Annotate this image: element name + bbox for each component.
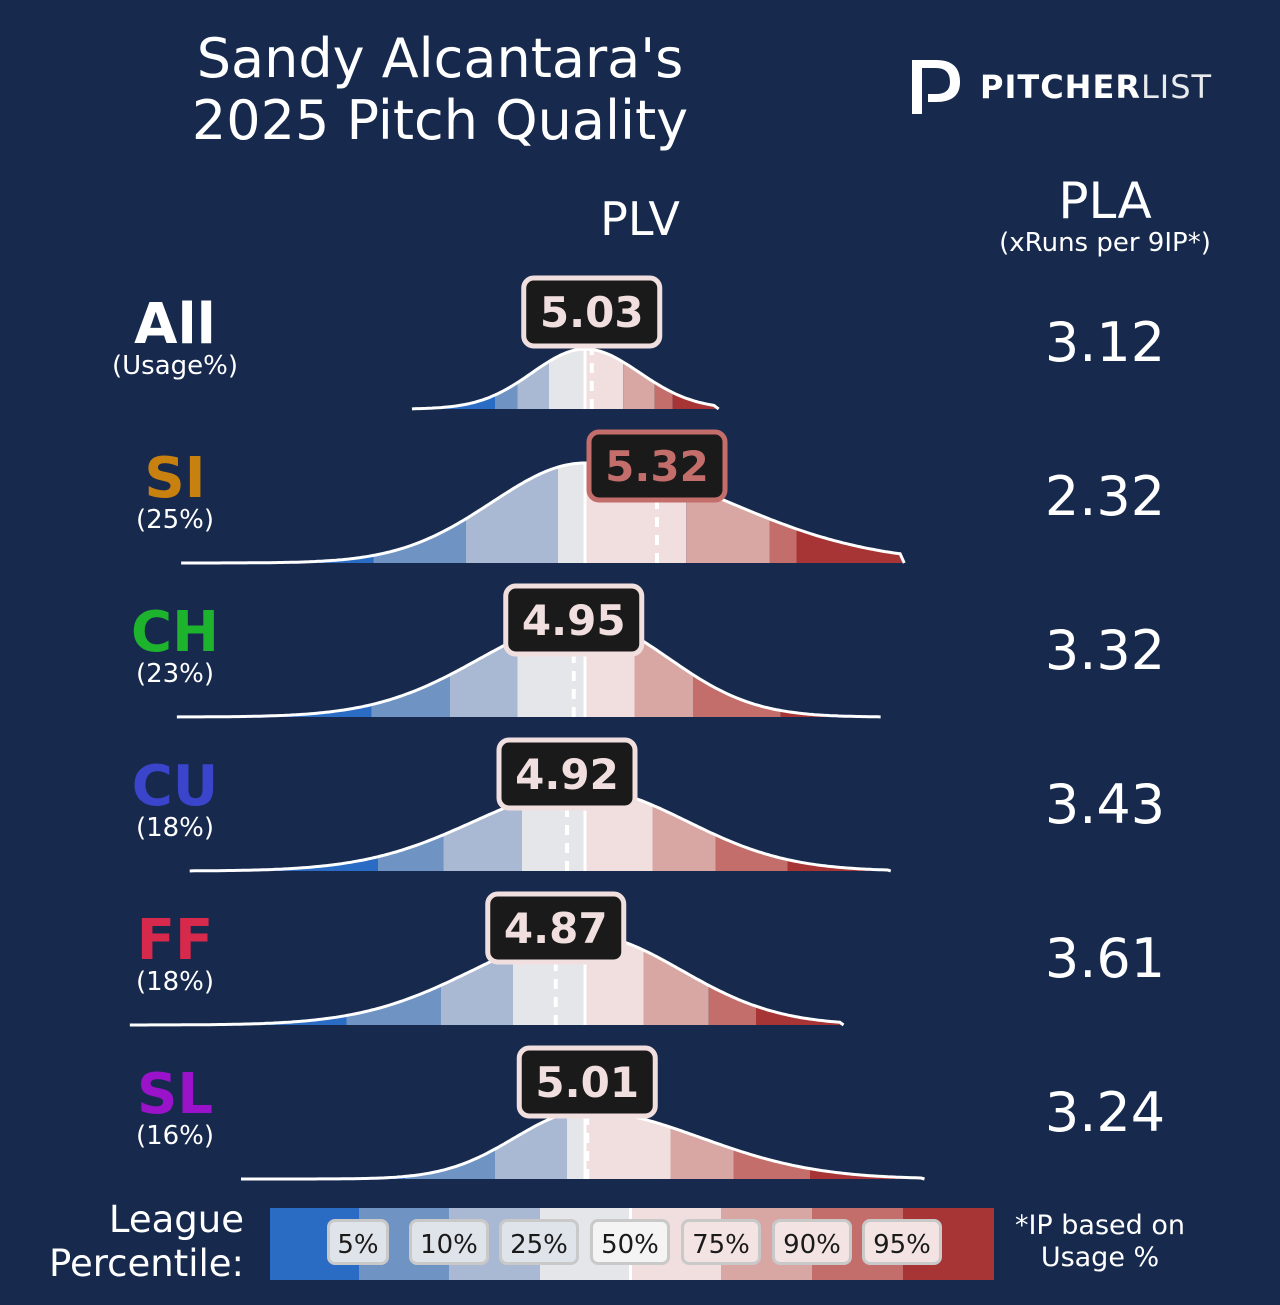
percentile-band [693, 621, 781, 717]
legend-label: League Percentile: [30, 1198, 244, 1286]
pitch-type-label: CH [131, 600, 219, 665]
density-outline [181, 461, 906, 565]
pla-value: 3.61 [1044, 927, 1166, 990]
pla-value: 3.32 [1044, 619, 1166, 682]
footnote-line-1: *IP based on [1014, 1210, 1186, 1241]
pla-header: PLA [1058, 172, 1152, 230]
pitch-type-label: All [134, 292, 216, 357]
density-outline [411, 347, 720, 411]
percentile-band [769, 463, 797, 563]
chart-title: Sandy Alcantara's 2025 Pitch Quality [140, 28, 740, 152]
percentile-band [670, 1111, 734, 1179]
percentile-band [567, 1111, 585, 1179]
plv-badge [496, 737, 638, 811]
usage-label: (18%) [135, 813, 215, 843]
ridge-row-all: 5.03 [411, 275, 720, 411]
percentile-band [708, 935, 756, 1025]
usage-label: (23%) [135, 659, 215, 689]
pitch-type-label: FF [136, 908, 214, 973]
percentile-band [517, 349, 549, 409]
plv-badge [485, 891, 627, 965]
title-line-1: Sandy Alcantara's [196, 27, 684, 90]
usage-label: (Usage%) [111, 351, 238, 381]
percentile-band [810, 1111, 923, 1179]
logo-wordmark-bold: PITCHER [980, 68, 1141, 106]
footnote: *IP based on Usage % [1000, 1210, 1200, 1274]
legend-percentile-box: 75% [681, 1219, 761, 1265]
percentile-band [495, 349, 518, 409]
pla-value: 2.32 [1044, 465, 1166, 528]
legend-percentile-box: 90% [772, 1219, 852, 1265]
percentile-band [414, 349, 495, 409]
density-outline [129, 933, 845, 1027]
percentile-band [643, 935, 709, 1025]
pla-value: 3.24 [1044, 1081, 1166, 1144]
legend-percentile-box: 10% [409, 1219, 489, 1265]
ridgeline-chart: 5.03 5.32 4.95 4.92 4.87 5.01 [129, 275, 925, 1181]
plv-badge-value: 4.92 [515, 750, 619, 799]
plv-header: PLV [600, 192, 680, 246]
percentile-band [652, 789, 716, 871]
legend-percentile-box: 95% [862, 1219, 942, 1265]
legend-label-line-2: Percentile: [48, 1242, 244, 1285]
title-line-2: 2025 Pitch Quality [191, 89, 689, 152]
plv-badge [521, 275, 663, 349]
plv-badge [586, 429, 728, 503]
pitch-type-label: CU [131, 754, 219, 819]
legend-percentile-box: 5% [327, 1219, 389, 1265]
pla-value: 3.12 [1044, 311, 1166, 374]
percentile-band [373, 463, 466, 563]
percentile-band [378, 789, 444, 871]
plv-badge-value: 4.95 [522, 596, 626, 645]
logo-wordmark: PITCHERLIST [980, 68, 1212, 106]
pitcherlist-p-icon [912, 60, 960, 114]
usage-label: (18%) [135, 967, 215, 997]
ridge-row-sl: 5.01 [241, 1045, 925, 1181]
legend-label-line-1: League [108, 1198, 244, 1241]
pla-subheader: (xRuns per 9IP*) [999, 228, 1211, 258]
plv-badge-value: 5.01 [535, 1058, 639, 1107]
pitch-type-label: SL [136, 1062, 213, 1127]
percentile-band [672, 349, 717, 409]
pitch-type-label: SI [144, 446, 206, 511]
usage-label: (25%) [135, 505, 215, 535]
percentile-band [346, 935, 441, 1025]
plv-badge-value: 4.87 [504, 904, 608, 953]
logo-wordmark-light: LIST [1140, 68, 1213, 106]
percentile-band [787, 789, 889, 871]
percentile-band [558, 463, 585, 563]
pla-value: 3.43 [1044, 773, 1166, 836]
footnote-line-2: Usage % [1040, 1242, 1160, 1273]
percentile-band [465, 463, 558, 563]
legend-percentile-box: 50% [590, 1219, 670, 1265]
pitcherlist-logo: PITCHERLIST [908, 56, 1228, 120]
plv-badge [503, 583, 645, 657]
percentile-band [780, 621, 879, 717]
legend-percentile-box: 25% [499, 1219, 579, 1265]
percentile-band [654, 349, 673, 409]
plv-badge [516, 1045, 658, 1119]
plv-badge-value: 5.03 [540, 288, 644, 337]
usage-label: (16%) [135, 1121, 215, 1151]
plv-badge-value: 5.32 [605, 442, 709, 491]
